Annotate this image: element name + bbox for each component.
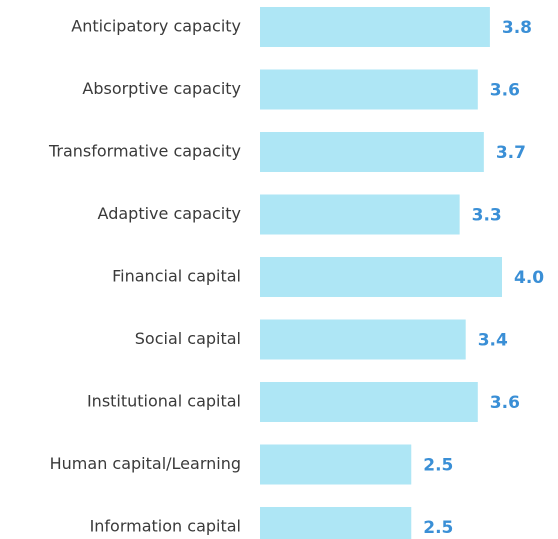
category-label: Social capital bbox=[135, 329, 241, 348]
value-label: 2.5 bbox=[423, 456, 453, 476]
category-label: Adaptive capacity bbox=[98, 204, 241, 223]
bar bbox=[260, 69, 478, 110]
category-label: Institutional capital bbox=[87, 392, 241, 411]
bar bbox=[260, 444, 412, 485]
bar bbox=[260, 382, 478, 422]
bar bbox=[260, 194, 460, 235]
value-label: 3.8 bbox=[502, 18, 532, 38]
value-label: 3.3 bbox=[472, 206, 502, 226]
category-label: Information capital bbox=[90, 517, 241, 536]
category-label: Human capital/Learning bbox=[50, 454, 241, 473]
bar bbox=[260, 507, 412, 539]
bar bbox=[260, 319, 466, 360]
value-label: 3.6 bbox=[490, 81, 520, 101]
value-label: 4.0 bbox=[514, 268, 544, 288]
value-label: 2.5 bbox=[423, 518, 453, 538]
value-label: 3.6 bbox=[490, 393, 520, 413]
value-label: 3.4 bbox=[478, 331, 508, 351]
bar bbox=[260, 132, 484, 172]
bar bbox=[260, 257, 502, 297]
category-label: Anticipatory capacity bbox=[71, 17, 241, 36]
category-label: Transformative capacity bbox=[48, 142, 241, 161]
value-label: 3.7 bbox=[496, 143, 526, 163]
category-label: Absorptive capacity bbox=[82, 79, 241, 98]
category-label: Financial capital bbox=[112, 267, 241, 286]
bar bbox=[260, 7, 490, 47]
